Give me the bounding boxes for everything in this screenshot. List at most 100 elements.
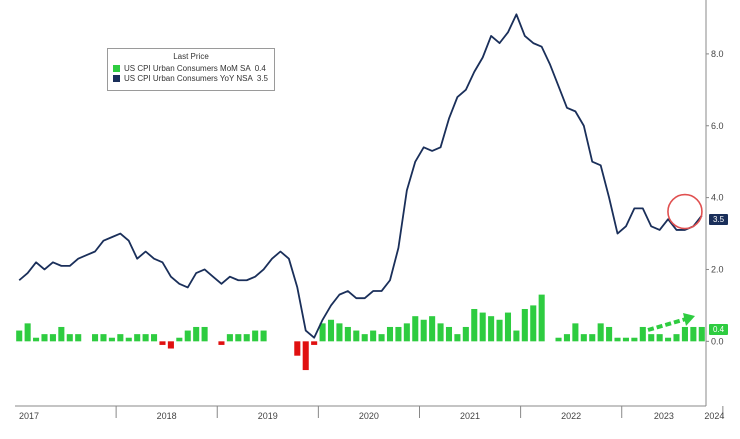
mom-bar: [403, 323, 410, 342]
mom-bar: [378, 334, 385, 342]
mom-bar: [58, 326, 65, 342]
mom-bar: [538, 294, 545, 342]
mom-bar: [504, 312, 512, 342]
legend-swatch-mom: [113, 64, 120, 72]
mom-bar: [563, 334, 570, 342]
legend-value-yoy: 3.5: [256, 73, 268, 83]
y-tick-label: 0.0: [711, 336, 724, 346]
mom-bar: [336, 323, 343, 342]
mom-bar: [513, 330, 520, 342]
mom-bar: [117, 334, 124, 342]
mom-bar: [572, 323, 579, 342]
x-tick-label: 2021: [460, 411, 480, 421]
mom-bar: [386, 326, 394, 342]
mom-bar: [16, 330, 23, 342]
trend-arrow-shaft: [647, 317, 687, 332]
yoy-line-group: [18, 13, 703, 339]
mom-bar: [344, 326, 351, 342]
mom-bar: [33, 337, 40, 342]
mom-bar: [589, 334, 596, 342]
y-tick-label: 8.0: [711, 49, 724, 59]
x-tick-label: 2018: [157, 411, 177, 421]
x-tick-label: 2019: [258, 411, 278, 421]
legend-title: Last Price: [173, 52, 209, 61]
mom-bar: [353, 330, 360, 342]
mom-bar: [597, 323, 604, 342]
y-tick-label: 4.0: [711, 193, 724, 203]
mom-bar: [193, 326, 200, 342]
legend-row-mom: US CPI Urban Consumers MoM SA 0.4: [113, 63, 269, 73]
legend-value-mom: 0.4: [254, 63, 266, 73]
mom-bar: [319, 323, 326, 342]
mom-bar: [260, 330, 267, 342]
mom-bar: [252, 330, 259, 342]
mom-bar: [420, 319, 427, 342]
y-tick-label: 6.0: [711, 121, 724, 131]
x-tick-label: 2022: [561, 411, 581, 421]
mom-bar: [496, 319, 503, 342]
mom-bar: [698, 326, 705, 342]
mom-bar: [125, 337, 132, 342]
mom-bar: [142, 334, 149, 342]
mom-bar: [100, 334, 107, 342]
mom-bar: [201, 326, 208, 342]
legend-row-yoy: US CPI Urban Consumers YoY NSA 3.5: [113, 73, 269, 83]
mom-bar: [580, 334, 587, 342]
mom-bar: [614, 337, 621, 342]
mom-bar: [226, 334, 233, 342]
mom-bar: [530, 305, 537, 342]
mom-bar: [471, 308, 478, 342]
trend-arrow-head: [683, 313, 695, 326]
mom-bar: [437, 323, 444, 342]
x-tick-label: 2023: [654, 411, 674, 421]
mom-bar: [218, 341, 225, 345]
x-tick-label: 2024: [704, 411, 724, 421]
mom-bar: [134, 334, 141, 342]
mom-bar: [656, 334, 663, 342]
mom-bar: [370, 330, 377, 342]
mom-bar: [488, 316, 495, 342]
axes-group: 0.0 2.0 4.0 6.0 8.0 2017 2018 2019 2020 2021 2022 2…: [15, 0, 724, 421]
mom-bar: [311, 341, 318, 345]
annotation-group: [647, 193, 703, 332]
mom-bar: [361, 334, 368, 342]
mom-bar: [454, 334, 461, 342]
mom-bar: [521, 308, 528, 342]
mom-bar: [606, 326, 613, 342]
legend-swatch-yoy: [113, 74, 120, 82]
legend-label-yoy: US CPI Urban Consumers YoY NSA: [124, 73, 253, 83]
mom-bar: [159, 341, 166, 345]
mom-bar: [167, 341, 174, 349]
mom-bar: [24, 323, 31, 342]
mom-bar: [92, 334, 99, 342]
mom-bar: [665, 337, 672, 342]
mom-bar: [176, 337, 183, 342]
mom-bar: [690, 326, 697, 342]
mom-bar: [327, 319, 335, 342]
mom-bar: [184, 330, 191, 342]
mom-bars-group: [16, 294, 705, 371]
mom-bar: [462, 326, 469, 342]
mom-bar: [639, 326, 646, 342]
mom-bar: [243, 334, 250, 342]
mom-bar: [555, 337, 562, 342]
mom-bar: [412, 316, 419, 342]
yoy-line: [18, 13, 703, 339]
mom-bar: [75, 334, 82, 342]
mom-bar: [151, 334, 158, 342]
mom-bar: [302, 341, 309, 371]
mom-bar: [429, 316, 436, 342]
mom-bar: [631, 337, 638, 342]
mom-bar: [648, 334, 655, 342]
mom-bar: [66, 334, 73, 342]
mom-bar: [479, 312, 486, 342]
mom-bar: [673, 334, 680, 342]
mom-bar: [294, 341, 301, 356]
mom-bar: [395, 326, 402, 342]
mom-bar: [108, 337, 115, 342]
yoy-last-value-tag: 3.5: [709, 214, 729, 225]
mom-bar: [235, 334, 242, 342]
mom-last-value-tag: 0.4: [709, 324, 729, 335]
mom-bar: [622, 337, 629, 342]
